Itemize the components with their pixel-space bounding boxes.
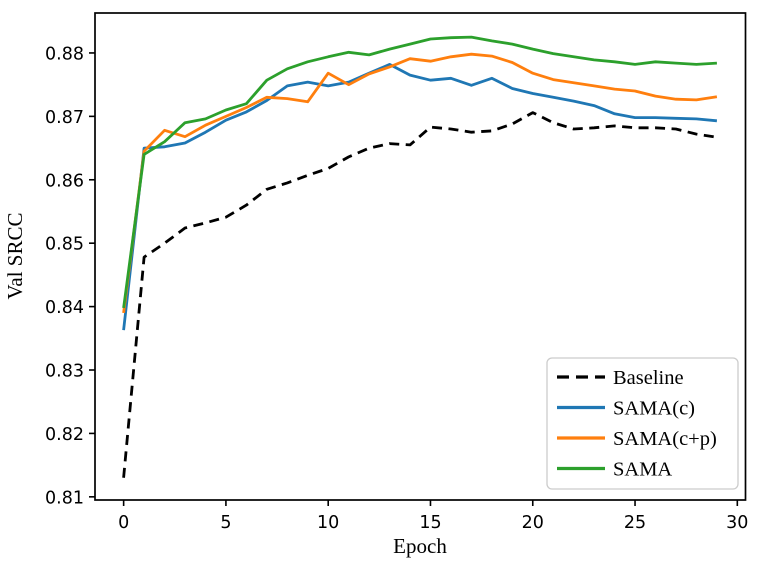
series-line-sama xyxy=(122,35,717,309)
x-tick-label: 25 xyxy=(624,513,646,533)
y-tick-label: 0.86 xyxy=(45,171,84,191)
series-line-sama-c-p- xyxy=(122,52,718,314)
x-tick-label: 30 xyxy=(726,513,748,533)
x-tick-label: 5 xyxy=(220,513,231,533)
series-line-baseline xyxy=(122,111,718,478)
y-axis-label: Val SRCC xyxy=(3,213,27,300)
legend-box xyxy=(546,357,739,490)
legend-label: Baseline xyxy=(613,367,684,389)
y-tick-label: 0.83 xyxy=(45,362,84,382)
y-tick-label: 0.85 xyxy=(45,235,84,255)
y-tick-label: 0.84 xyxy=(45,298,84,318)
x-tick-label: 10 xyxy=(317,513,339,533)
legend-label: SAMA xyxy=(613,459,672,481)
series-line-sama-c- xyxy=(122,63,718,331)
x-tick-label: 20 xyxy=(522,513,544,533)
legend-label: SAMA(c+p) xyxy=(613,428,717,450)
x-axis-label: Epoch xyxy=(393,534,447,558)
legend-label: SAMA(c) xyxy=(613,398,695,420)
y-tick-label: 0.87 xyxy=(45,108,84,128)
x-tick-label: 15 xyxy=(419,513,441,533)
plot-border xyxy=(94,12,747,501)
y-tick-label: 0.82 xyxy=(45,425,84,445)
x-tick-label: 0 xyxy=(118,513,129,533)
y-tick-label: 0.81 xyxy=(45,488,84,508)
y-tick-label: 0.88 xyxy=(45,44,84,64)
